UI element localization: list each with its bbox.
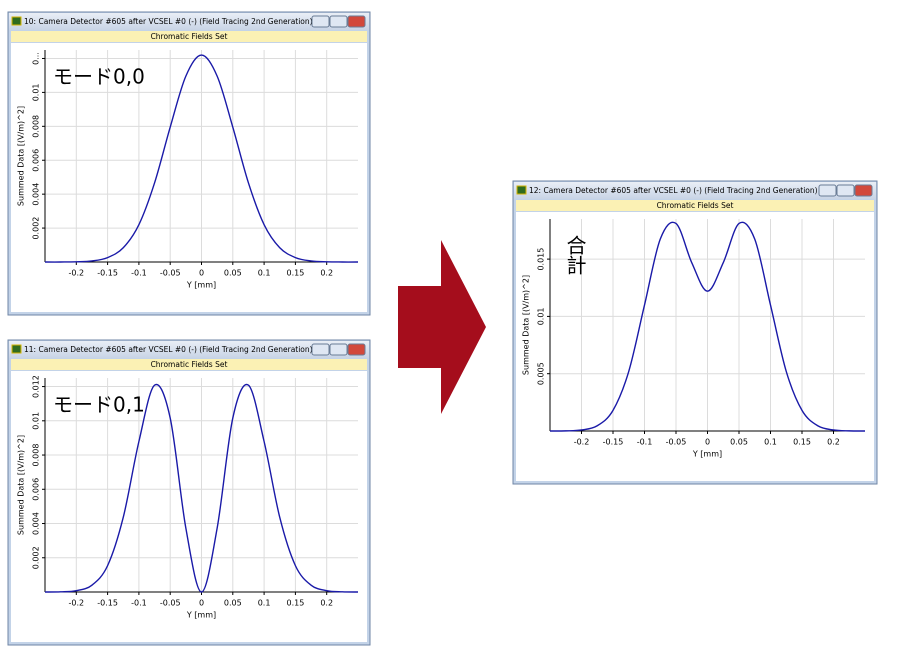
x-axis-label: Y [mm] — [186, 281, 216, 290]
x-tick-label: -0.1 — [131, 269, 147, 278]
maximize-button[interactable] — [836, 184, 855, 197]
y-tick-label: 0.01 — [32, 412, 41, 430]
x-tick-label: 0.15 — [286, 599, 304, 608]
title-bar — [9, 13, 369, 30]
x-tick-label: -0.05 — [666, 438, 687, 447]
y-tick-label: 0.004 — [32, 512, 41, 535]
x-tick-label: -0.1 — [131, 599, 147, 608]
x-tick-label: -0.05 — [160, 599, 181, 608]
title-bar — [514, 182, 876, 199]
subtitle-bar — [516, 200, 874, 211]
x-tick-label: 0.2 — [827, 438, 840, 447]
subtitle-bar — [11, 359, 367, 370]
x-tick-label: 0 — [199, 599, 204, 608]
annotation: モード0,0 — [53, 65, 145, 89]
window: 12: Camera Detector #605 after VCSEL #0 … — [512, 180, 878, 485]
x-tick-label: 0 — [705, 438, 710, 447]
x-tick-label: 0.1 — [764, 438, 777, 447]
y-tick-label: 0.012 — [32, 375, 41, 398]
window-icon — [11, 16, 22, 26]
annotation: 合計 — [563, 235, 587, 275]
subtitle: Chromatic Fields Set — [657, 201, 734, 210]
plot-panel — [11, 43, 367, 312]
y-tick-label: 0.002 — [32, 546, 41, 569]
x-tick-label: 0.05 — [730, 438, 748, 447]
subtitle: Chromatic Fields Set — [151, 32, 228, 41]
y-tick-label: 0.006 — [32, 478, 41, 501]
y-tick-label: 0.01 — [32, 83, 41, 101]
x-tick-label: 0.05 — [224, 269, 242, 278]
minimize-button[interactable] — [818, 184, 837, 197]
x-tick-label: -0.15 — [603, 438, 624, 447]
data-line — [44, 383, 359, 593]
y-tick-label: 0.008 — [32, 444, 41, 467]
y-tick-label: 0.006 — [32, 149, 41, 172]
title-bar — [9, 341, 369, 358]
window-icon — [516, 185, 527, 195]
y-tick-label: 0.01 — [537, 307, 546, 325]
annotation: モード0,1 — [53, 393, 145, 417]
window-title: 11: Camera Detector #605 after VCSEL #0 … — [24, 345, 313, 354]
y-tick-label: 0.005 — [537, 362, 546, 385]
x-axis-label: Y [mm] — [186, 611, 216, 620]
x-tick-label: 0.2 — [320, 599, 333, 608]
x-tick-label: 0.2 — [320, 269, 333, 278]
y-axis-label: Summed Data [(V/m)^2] — [522, 275, 531, 375]
y-tick-label: 0... — [32, 52, 41, 65]
y-axis-label: Summed Data [(V/m)^2] — [17, 435, 26, 535]
y-tick-label: 0.008 — [32, 115, 41, 138]
plot-panel — [516, 212, 874, 481]
arrow — [398, 240, 486, 414]
x-tick-label: -0.05 — [160, 269, 181, 278]
window-icon — [11, 344, 22, 354]
window: 10: Camera Detector #605 after VCSEL #0 … — [7, 11, 371, 316]
y-tick-label: 0.002 — [32, 217, 41, 240]
close-button[interactable] — [854, 184, 873, 197]
minimize-button[interactable] — [311, 343, 330, 356]
x-tick-label: -0.2 — [68, 269, 84, 278]
x-tick-label: -0.1 — [637, 438, 653, 447]
x-tick-label: -0.15 — [97, 269, 118, 278]
x-tick-label: 0.05 — [224, 599, 242, 608]
data-line — [44, 54, 359, 263]
close-button[interactable] — [347, 15, 366, 28]
subtitle: Chromatic Fields Set — [151, 360, 228, 369]
window-title: 12: Camera Detector #605 after VCSEL #0 … — [529, 186, 818, 195]
window: 11: Camera Detector #605 after VCSEL #0 … — [7, 339, 371, 646]
x-tick-label: -0.2 — [68, 599, 84, 608]
x-tick-label: 0 — [199, 269, 204, 278]
plot-panel — [11, 371, 367, 642]
x-axis-label: Y [mm] — [692, 450, 722, 459]
x-tick-label: -0.15 — [97, 599, 118, 608]
x-tick-label: 0.15 — [793, 438, 811, 447]
maximize-button[interactable] — [329, 343, 348, 356]
minimize-button[interactable] — [311, 15, 330, 28]
y-axis-label: Summed Data [(V/m)^2] — [17, 106, 26, 206]
subtitle-bar — [11, 31, 367, 42]
y-tick-label: 0.004 — [32, 183, 41, 206]
window-title: 10: Camera Detector #605 after VCSEL #0 … — [24, 17, 313, 26]
data-line — [549, 221, 866, 432]
y-tick-label: 0.015 — [537, 248, 546, 271]
x-tick-label: 0.15 — [286, 269, 304, 278]
close-button[interactable] — [347, 343, 366, 356]
x-tick-label: -0.2 — [574, 438, 590, 447]
x-tick-label: 0.1 — [258, 269, 271, 278]
x-tick-label: 0.1 — [258, 599, 271, 608]
maximize-button[interactable] — [329, 15, 348, 28]
